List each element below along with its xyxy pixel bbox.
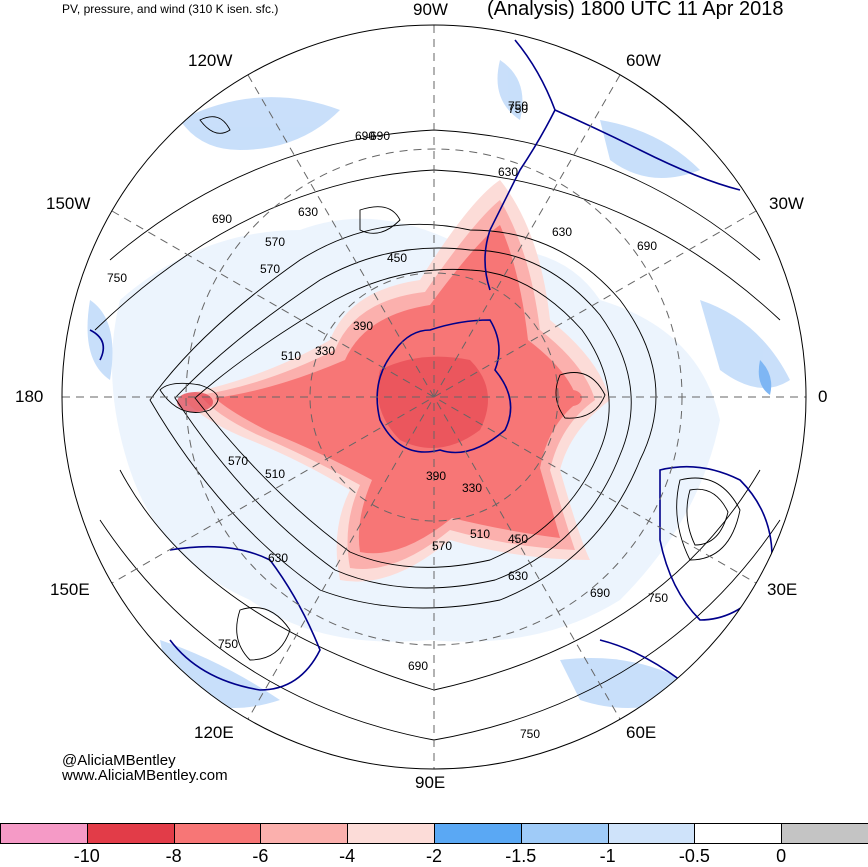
colorbar-segment (607, 823, 696, 844)
lon-label-60e: 60E (626, 723, 657, 742)
lon-label-0: 0 (818, 387, 828, 406)
colorbar-segment (260, 823, 349, 844)
colorbar-tick-label: 0 (776, 846, 787, 866)
contour-value-label: 690 (637, 239, 657, 253)
lon-label-60w: 60W (626, 51, 661, 70)
coastlines (89, 39, 773, 691)
colorbar-tick-label: -6 (252, 846, 269, 866)
colorbar-segment (86, 823, 175, 844)
contour-value-label: 750 (648, 591, 668, 605)
lon-label-120w: 120W (188, 51, 233, 70)
lon-label-30e: 30E (767, 580, 798, 599)
colorbar-segment (781, 823, 868, 844)
contour-value-label: 690 (408, 659, 428, 673)
contour-value-label: 510 (470, 527, 490, 541)
contour-value-label: 330 (315, 344, 335, 358)
colorbar-tick-label: -8 (165, 846, 182, 866)
contour-value-label: 450 (508, 532, 528, 546)
contour-value-label: 570 (432, 539, 452, 553)
contour-value-label: 750 (508, 99, 528, 113)
lon-label-150w: 150W (46, 194, 91, 213)
map-title: PV, pressure, and wind (310 K isen. sfc.… (62, 2, 279, 16)
contour-value-label: 750 (218, 637, 238, 651)
contour-value-label: 510 (265, 467, 285, 481)
map-disk (62, 25, 806, 769)
colorbar-tick-label: -4 (339, 846, 356, 866)
contour-value-label: 450 (387, 251, 407, 265)
lon-label-30w: 30W (769, 194, 804, 213)
lon-label-120e: 120E (194, 723, 234, 742)
contour-value-label: 330 (462, 481, 482, 495)
graticule (62, 25, 806, 769)
contour-value-label: 630 (498, 165, 518, 179)
contour-value-label: 690 (370, 129, 390, 143)
contour-value-label: 570 (260, 262, 280, 276)
contour-value-label: 750 (520, 727, 540, 741)
colorbar-segment (347, 823, 435, 844)
contour-value-label: 390 (426, 469, 446, 483)
contour-value-label: 390 (353, 319, 373, 333)
colorbar-segment (173, 823, 262, 844)
colorbar-tick-label: -0.5 (678, 846, 710, 866)
lon-label-150e: 150E (50, 580, 90, 599)
contour-value-label: 570 (228, 454, 248, 468)
colorbar-segment (520, 823, 609, 844)
colorbar-tick-label: -1.5 (505, 846, 537, 866)
colorbar-tick-label: -10 (73, 846, 100, 866)
contour-value-label: 570 (265, 235, 285, 249)
contour-value-label: 750 (508, 102, 528, 116)
colorbar-segment (694, 823, 783, 844)
author-handle: @AliciaMBentley (62, 752, 176, 769)
contour-value-label: 630 (268, 551, 288, 565)
contour-value-label: 690 (590, 586, 610, 600)
analysis-time-title: (Analysis) 1800 UTC 11 Apr 2018 (487, 0, 784, 20)
map-boundary (61, 24, 807, 770)
colorbar-tick-label: -1 (599, 846, 616, 866)
lon-label-90w: 90W (413, 0, 448, 19)
contour-value-label: 690 (355, 129, 375, 143)
negative-pv-shading (177, 180, 610, 582)
colorbar-tick-label: -2 (425, 846, 443, 866)
contour-value-label: 690 (212, 212, 232, 226)
lon-label-90e: 90E (415, 773, 446, 792)
colorbar-segment (434, 823, 522, 844)
contour-value-label: 630 (508, 569, 528, 583)
contour-value-label: 630 (298, 205, 318, 219)
contour-value-label: 510 (281, 349, 301, 363)
author-website: www.AliciaMBentley.com (62, 767, 228, 784)
colorbar-segment (0, 823, 88, 844)
contour-value-label: 750 (107, 271, 127, 285)
contour-value-label: 630 (552, 225, 572, 239)
lon-label-180: 180 (15, 387, 44, 406)
colorbar (0, 823, 868, 844)
